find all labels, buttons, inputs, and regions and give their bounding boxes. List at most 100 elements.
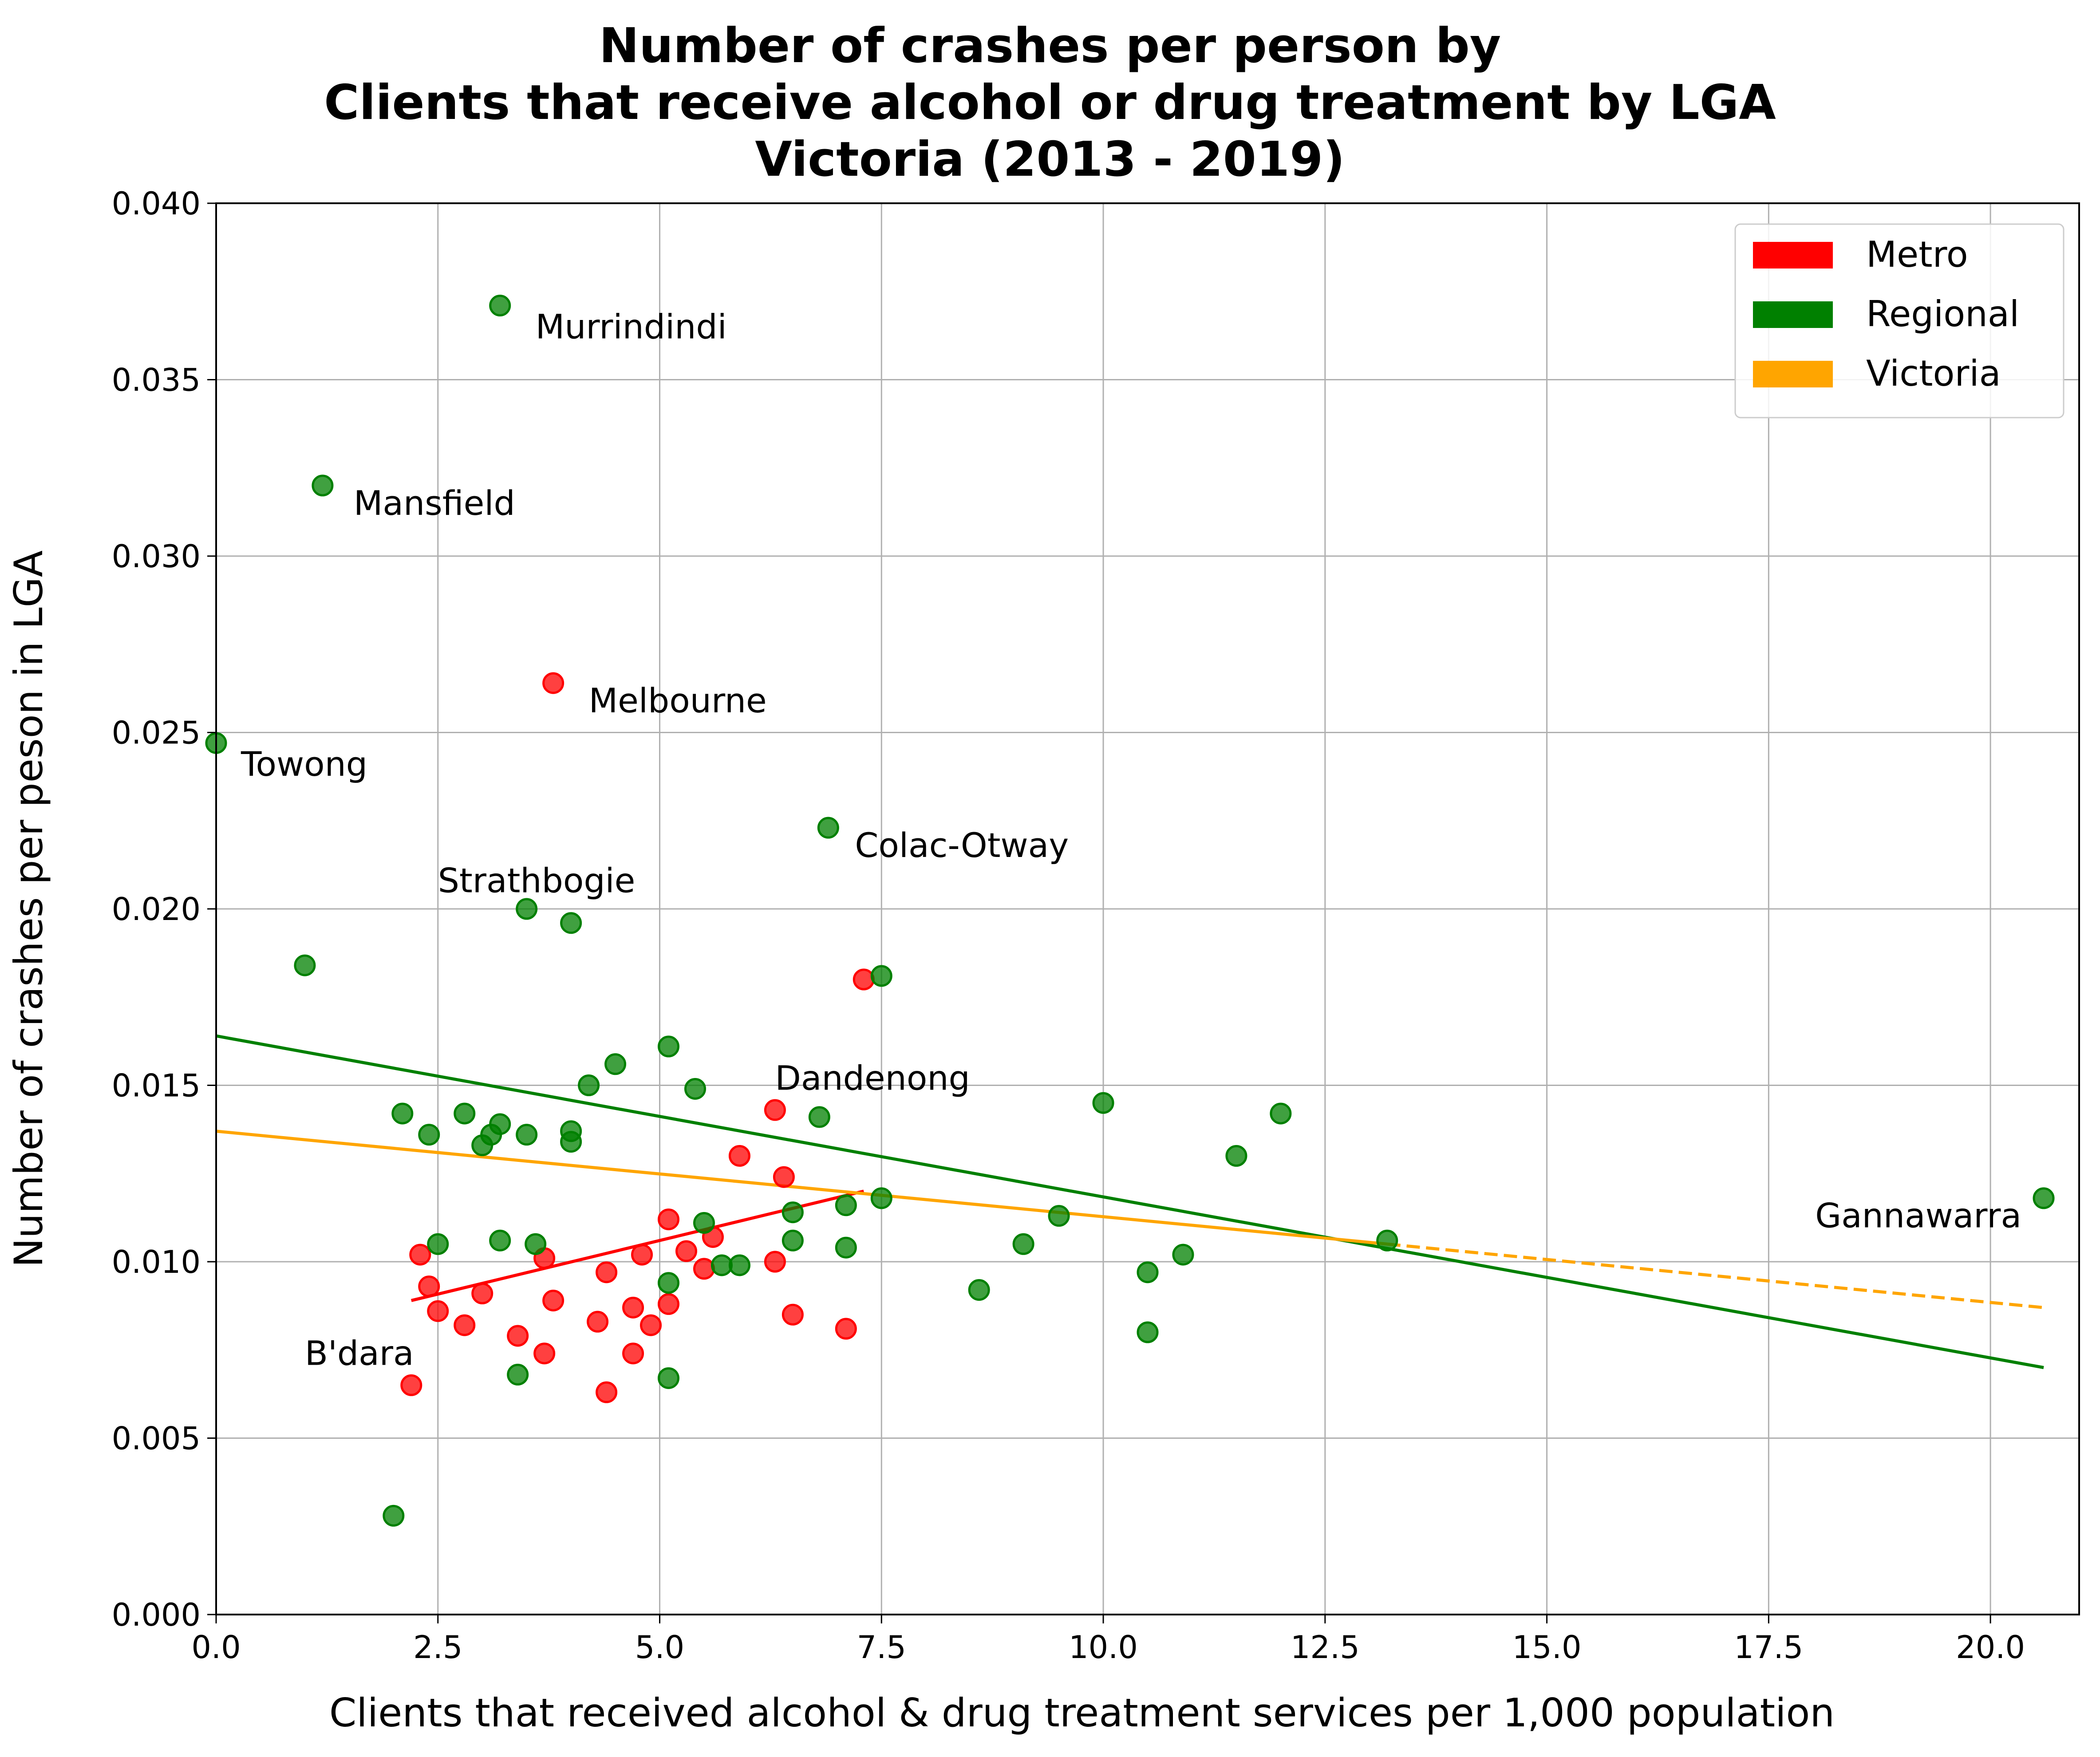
regional-data-point bbox=[489, 1229, 511, 1252]
regional-data-point bbox=[968, 1279, 990, 1301]
regional-data-point bbox=[1137, 1261, 1159, 1283]
legend-label-regional: Regional bbox=[1866, 293, 2019, 335]
x-tick-label: 15.0 bbox=[1512, 1629, 1582, 1666]
metro-data-point bbox=[782, 1303, 804, 1326]
metro-data-point bbox=[658, 1208, 680, 1231]
metro-data-point bbox=[835, 1318, 857, 1340]
y-tick-label: 0.010 bbox=[112, 1244, 201, 1280]
regional-data-point bbox=[1012, 1233, 1034, 1255]
annotation-melbourne: Melbourne bbox=[589, 681, 767, 720]
x-tick-label: 2.5 bbox=[413, 1629, 462, 1666]
regional-data-point bbox=[1270, 1102, 1292, 1125]
y-tick-label: 0.015 bbox=[112, 1068, 201, 1104]
regional-data-point bbox=[870, 1187, 892, 1209]
annotation-towong: Towong bbox=[241, 744, 367, 784]
annotation-mansfield: Mansfield bbox=[354, 483, 515, 523]
regional-data-point bbox=[782, 1229, 804, 1252]
annotation-gannawarra: Gannawarra bbox=[1815, 1196, 2021, 1236]
metro-data-point bbox=[640, 1314, 662, 1336]
regional-data-point bbox=[516, 1124, 538, 1146]
regional-data-point bbox=[658, 1272, 680, 1294]
regional-data-point bbox=[1137, 1321, 1159, 1343]
axis-ticks: 0.0 2.5 5.0 7.5 10.0 12.5 15.0 17.5 20.0 0.000 0.0… bbox=[112, 186, 2025, 1666]
metro-data-point bbox=[622, 1296, 644, 1319]
regional-data-point bbox=[312, 474, 334, 497]
chart-title-line-3: Victoria (2013 - 2019) bbox=[755, 132, 1345, 187]
regional-data-point bbox=[560, 1131, 582, 1153]
x-tick-label: 0.0 bbox=[191, 1629, 241, 1666]
point-annotations: Murrindindi Mansfield Melbourne Towong Colac… bbox=[241, 307, 2021, 1373]
regional-data-point bbox=[1172, 1244, 1194, 1266]
x-tick-label: 5.0 bbox=[635, 1629, 684, 1666]
regional-data-point bbox=[454, 1102, 476, 1125]
regional-data-point bbox=[817, 817, 839, 839]
regional-data-point bbox=[711, 1254, 733, 1276]
y-tick-label: 0.020 bbox=[112, 891, 201, 928]
regional-data-point bbox=[835, 1236, 857, 1259]
annotation-b-dara: B'dara bbox=[305, 1334, 414, 1373]
metro-data-point bbox=[400, 1374, 422, 1396]
x-tick-label: 7.5 bbox=[857, 1629, 906, 1666]
regional-data-point bbox=[489, 295, 511, 317]
trend-line-victoria-extrapolated bbox=[1387, 1242, 2044, 1309]
chart-title: Number of crashes per person by Clients … bbox=[324, 18, 1776, 187]
regional-data-point bbox=[658, 1367, 680, 1389]
metro-data-point bbox=[728, 1145, 750, 1167]
x-tick-label: 12.5 bbox=[1291, 1629, 1360, 1666]
chart-title-line-2: Clients that receive alcohol or drug tre… bbox=[324, 75, 1776, 130]
regional-data-point bbox=[684, 1078, 706, 1100]
metro-data-point bbox=[427, 1300, 449, 1322]
metro-data-point bbox=[693, 1258, 715, 1280]
regional-data-point bbox=[2033, 1187, 2055, 1209]
metro-data-point bbox=[471, 1283, 493, 1305]
data-points bbox=[205, 295, 2055, 1527]
legend-swatch-metro bbox=[1753, 242, 1833, 268]
x-tick-label: 17.5 bbox=[1734, 1629, 1803, 1666]
legend-swatch-victoria bbox=[1753, 361, 1833, 387]
annotation-strathbogie: Strathbogie bbox=[438, 861, 636, 900]
regional-data-point bbox=[383, 1504, 405, 1527]
y-tick-label: 0.025 bbox=[112, 715, 201, 751]
metro-data-point bbox=[542, 1289, 564, 1311]
regional-data-point bbox=[835, 1194, 857, 1216]
legend-label-metro: Metro bbox=[1866, 234, 1968, 275]
metro-data-point bbox=[409, 1244, 431, 1266]
y-tick-label: 0.000 bbox=[112, 1597, 201, 1633]
regional-data-point bbox=[658, 1035, 680, 1058]
metro-data-point bbox=[853, 968, 875, 991]
metro-data-point bbox=[596, 1261, 618, 1283]
regional-data-point bbox=[294, 954, 316, 976]
metro-data-point bbox=[507, 1325, 529, 1347]
regional-data-point bbox=[1376, 1229, 1398, 1252]
metro-data-point bbox=[587, 1311, 609, 1333]
metro-data-point bbox=[418, 1275, 440, 1298]
regional-data-point bbox=[471, 1134, 493, 1157]
annotation-colac-otway: Colac-Otway bbox=[855, 825, 1069, 865]
legend: Metro Regional Victoria bbox=[1734, 223, 2064, 419]
trend-line-regional bbox=[216, 1034, 2044, 1369]
metro-data-point bbox=[622, 1342, 644, 1365]
regional-data-point bbox=[1225, 1145, 1247, 1167]
regional-data-point bbox=[693, 1212, 715, 1234]
regional-data-point bbox=[427, 1233, 449, 1255]
metro-data-point bbox=[658, 1293, 680, 1315]
regional-data-point bbox=[391, 1102, 414, 1125]
chart-title-line-1: Number of crashes per person by bbox=[599, 18, 1501, 74]
metro-data-point bbox=[764, 1099, 786, 1121]
regional-data-point bbox=[604, 1053, 627, 1075]
regional-data-point bbox=[1092, 1092, 1114, 1114]
metro-data-point bbox=[596, 1381, 618, 1403]
regional-data-point bbox=[516, 898, 538, 920]
regional-data-point bbox=[728, 1254, 750, 1276]
regional-data-point bbox=[578, 1074, 600, 1096]
regional-data-point bbox=[525, 1233, 547, 1255]
x-tick-label: 10.0 bbox=[1069, 1629, 1138, 1666]
y-tick-label: 0.035 bbox=[112, 362, 201, 399]
regional-data-point bbox=[808, 1106, 830, 1128]
metro-data-point bbox=[631, 1244, 653, 1266]
regional-data-point bbox=[870, 965, 892, 987]
annotation-dandenong: Dandenong bbox=[775, 1058, 970, 1098]
regional-data-point bbox=[418, 1124, 440, 1146]
